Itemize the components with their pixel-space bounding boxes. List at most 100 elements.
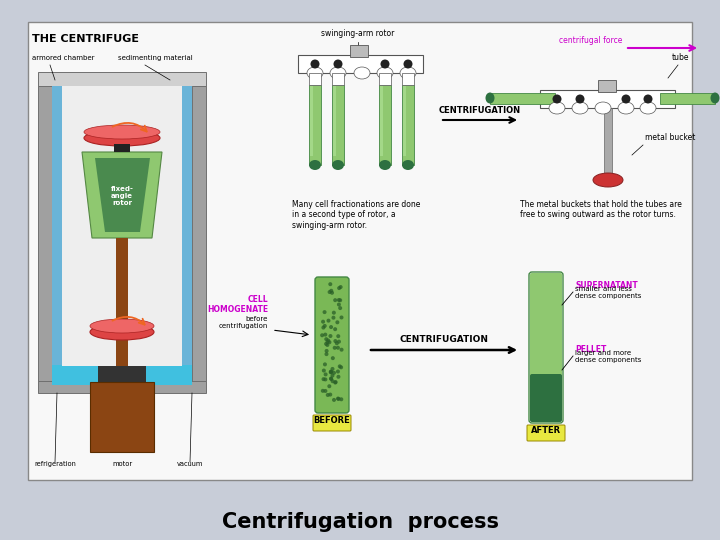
Ellipse shape [379, 160, 391, 170]
Bar [38, 86, 52, 381]
Bar [116, 238, 128, 366]
Text: larger and more
dense components: larger and more dense components [575, 350, 642, 363]
Bar [403, 86, 406, 156]
Circle shape [328, 290, 332, 294]
Bar [402, 73, 414, 85]
Bar [379, 85, 391, 165]
Ellipse shape [572, 102, 588, 114]
Bar [62, 86, 182, 366]
Circle shape [339, 397, 343, 401]
Bar [490, 93, 555, 104]
Circle shape [323, 373, 328, 376]
FancyBboxPatch shape [530, 273, 562, 378]
Circle shape [326, 339, 330, 342]
Circle shape [336, 334, 341, 338]
Ellipse shape [307, 67, 323, 79]
Circle shape [328, 393, 332, 396]
Ellipse shape [595, 102, 611, 114]
Circle shape [330, 379, 335, 383]
Circle shape [325, 393, 330, 397]
Circle shape [333, 59, 343, 69]
Circle shape [328, 384, 331, 388]
Circle shape [337, 340, 341, 343]
Bar [310, 86, 313, 156]
Text: Centrifugation  process: Centrifugation process [222, 512, 498, 532]
Bar [192, 86, 206, 381]
Circle shape [328, 282, 333, 286]
FancyBboxPatch shape [313, 415, 351, 431]
Circle shape [330, 291, 334, 295]
Circle shape [330, 367, 335, 371]
Circle shape [326, 319, 330, 323]
Text: THE CENTRIFUGE: THE CENTRIFUGE [32, 34, 139, 44]
Bar [38, 72, 206, 86]
Circle shape [330, 356, 335, 360]
Circle shape [324, 342, 328, 346]
Ellipse shape [402, 160, 414, 170]
Circle shape [321, 389, 325, 393]
Ellipse shape [354, 67, 370, 79]
Circle shape [310, 59, 320, 69]
Bar [332, 73, 344, 85]
Circle shape [333, 327, 337, 331]
Circle shape [340, 315, 343, 320]
Ellipse shape [90, 324, 154, 340]
Text: The metal buckets that hold the tubes are
free to swing outward as the rotor tur: The metal buckets that hold the tubes ar… [520, 200, 682, 219]
Circle shape [323, 389, 328, 393]
Circle shape [325, 349, 328, 353]
Circle shape [332, 398, 336, 402]
Circle shape [323, 324, 327, 328]
Circle shape [336, 396, 340, 401]
Text: SUPERNATANT: SUPERNATANT [575, 281, 638, 290]
Circle shape [575, 94, 585, 104]
Circle shape [329, 370, 333, 374]
Ellipse shape [84, 125, 160, 139]
Circle shape [333, 380, 338, 384]
Circle shape [338, 364, 342, 368]
Bar [660, 93, 715, 104]
Bar [604, 108, 612, 176]
Ellipse shape [593, 173, 623, 187]
Text: refrigeration: refrigeration [34, 461, 76, 467]
FancyBboxPatch shape [530, 374, 562, 422]
Bar [380, 86, 383, 156]
Bar [350, 45, 368, 57]
Circle shape [621, 94, 631, 104]
Circle shape [325, 340, 330, 344]
Bar [38, 381, 206, 393]
Ellipse shape [309, 160, 321, 170]
FancyBboxPatch shape [315, 277, 349, 413]
Circle shape [331, 316, 336, 320]
Text: AFTER: AFTER [531, 426, 561, 435]
Circle shape [338, 298, 342, 302]
Text: centrifugal force: centrifugal force [559, 36, 622, 45]
Circle shape [336, 320, 339, 325]
Text: vacuum: vacuum [177, 461, 203, 467]
Bar [598, 80, 616, 92]
Circle shape [333, 381, 337, 384]
Circle shape [336, 346, 340, 350]
Circle shape [329, 370, 333, 374]
Bar [333, 86, 336, 156]
Bar [309, 85, 321, 165]
Circle shape [333, 298, 337, 302]
Text: CENTRIFUGATION: CENTRIFUGATION [400, 335, 488, 344]
Circle shape [330, 374, 335, 377]
Circle shape [323, 310, 327, 314]
Circle shape [340, 348, 343, 352]
Bar [332, 85, 344, 165]
Ellipse shape [640, 102, 656, 114]
Circle shape [329, 377, 333, 381]
Circle shape [337, 298, 341, 302]
Ellipse shape [330, 67, 346, 79]
Text: tube: tube [672, 53, 690, 62]
Ellipse shape [711, 92, 719, 104]
Text: CENTRIFUGATION: CENTRIFUGATION [439, 106, 521, 115]
Circle shape [329, 325, 333, 329]
Circle shape [552, 94, 562, 104]
Circle shape [328, 340, 331, 344]
Text: PELLET: PELLET [575, 345, 606, 354]
Circle shape [333, 346, 337, 350]
Circle shape [332, 310, 336, 315]
FancyBboxPatch shape [527, 425, 565, 441]
